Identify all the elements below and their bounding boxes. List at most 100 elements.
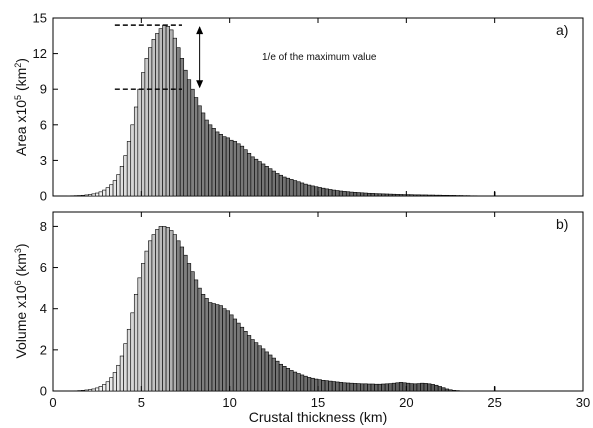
panel-a-label: a): [556, 22, 568, 38]
histogram-bar: [296, 181, 301, 197]
histogram-bar: [300, 374, 305, 392]
histogram-bar: [395, 194, 400, 197]
histogram-bar: [264, 166, 269, 197]
histogram-bar: [222, 136, 227, 197]
histogram-bar: [144, 58, 149, 197]
histogram-bar: [402, 382, 407, 392]
histogram-bar: [367, 383, 372, 392]
histogram-bar: [148, 47, 153, 197]
histogram-bar: [278, 363, 283, 392]
histogram-bar: [328, 189, 333, 197]
histogram-bar: [158, 28, 163, 197]
histogram-bar: [119, 166, 124, 197]
histogram-bar: [413, 383, 418, 392]
histogram-bar: [384, 383, 389, 392]
histogram-bar: [345, 191, 351, 197]
histogram-bar: [155, 33, 160, 197]
histogram-bar: [430, 384, 435, 392]
histogram-bar: [208, 124, 213, 197]
histogram-bar: [324, 188, 329, 197]
histogram-bar: [342, 382, 347, 392]
histogram-bar: [137, 88, 142, 197]
arrow-head-down-icon: [196, 80, 204, 89]
histogram-bar: [427, 383, 432, 392]
histogram-bar: [310, 377, 315, 392]
histogram-bar: [353, 192, 358, 197]
histogram-bar: [105, 381, 110, 392]
histogram-bar: [275, 360, 280, 392]
histogram-bar: [257, 161, 262, 197]
histogram-bar: [275, 173, 280, 197]
histogram-bar: [413, 194, 418, 197]
histogram-bar: [141, 72, 146, 197]
y-tick-label: 6: [40, 260, 47, 275]
histogram-bar: [119, 355, 124, 392]
histogram-bar: [289, 370, 294, 392]
histogram-bar: [360, 192, 365, 197]
histogram-bar: [338, 190, 344, 197]
histogram-bar: [321, 187, 326, 197]
panel-b-label: b): [556, 216, 568, 232]
histogram-bar: [155, 229, 160, 392]
histogram-bar: [236, 143, 241, 197]
histogram-bar: [158, 226, 163, 392]
histogram-bar: [423, 383, 428, 392]
histogram-bar: [381, 193, 386, 197]
histogram-bar: [356, 192, 361, 197]
histogram-bar: [243, 331, 248, 392]
histogram-bar: [229, 139, 234, 197]
histogram-bar: [331, 381, 336, 392]
histogram-bar: [123, 155, 128, 197]
x-tick-label: 25: [487, 395, 501, 410]
histogram-bar: [342, 191, 347, 197]
histogram-bar: [264, 351, 269, 392]
histogram-bar: [254, 342, 259, 392]
y-tick-label: 8: [40, 219, 47, 234]
histogram-bar: [381, 383, 386, 392]
y-tick-label: 0: [40, 189, 47, 204]
histogram-bar: [345, 382, 351, 392]
histogram-bar: [215, 304, 220, 392]
histogram-bar: [271, 170, 276, 197]
histogram-bar: [91, 388, 96, 392]
histogram-bar: [307, 184, 312, 197]
histogram-bar: [194, 279, 199, 392]
histogram-bar: [451, 390, 457, 392]
histogram-bar: [420, 194, 425, 197]
histogram-bar: [176, 240, 181, 392]
y-tick-label: 3: [40, 153, 47, 168]
histogram-bar: [409, 383, 414, 392]
histogram-bar: [261, 348, 266, 392]
histogram-bar: [186, 79, 192, 197]
histogram-bar: [148, 240, 153, 392]
histogram-bar: [444, 388, 450, 392]
y-tick-label: 6: [40, 117, 47, 132]
histogram-bar: [328, 380, 333, 392]
histogram-bar: [289, 179, 294, 197]
histogram-bar: [388, 383, 393, 392]
histogram-bar: [211, 303, 216, 392]
histogram-bar: [91, 193, 96, 197]
histogram-bar: [95, 387, 100, 392]
histogram-bar: [331, 189, 336, 197]
histogram-bar: [363, 192, 368, 197]
histogram-bar: [151, 234, 156, 392]
histogram-bar: [374, 383, 379, 392]
histogram-bar: [169, 230, 174, 392]
panel-b-y-ticks: 0 2 4 6 8: [40, 219, 58, 399]
panel-a-reference-lines: [114, 24, 182, 90]
histogram-bar: [427, 194, 432, 197]
histogram-bar: [282, 366, 287, 392]
histogram-bar: [321, 379, 326, 392]
histogram-bar: [172, 234, 177, 392]
histogram-bar: [102, 384, 107, 392]
histogram-bar: [204, 119, 209, 197]
histogram-bar: [303, 375, 308, 392]
histogram-bar: [84, 194, 89, 197]
histogram-bar: [215, 131, 220, 197]
histogram-bar: [317, 187, 322, 197]
panel-a-ylabel: Area x105 (km2): [13, 58, 29, 156]
histogram-bar: [360, 383, 365, 392]
histogram-bar: [105, 187, 110, 197]
histogram-bar: [225, 137, 230, 197]
